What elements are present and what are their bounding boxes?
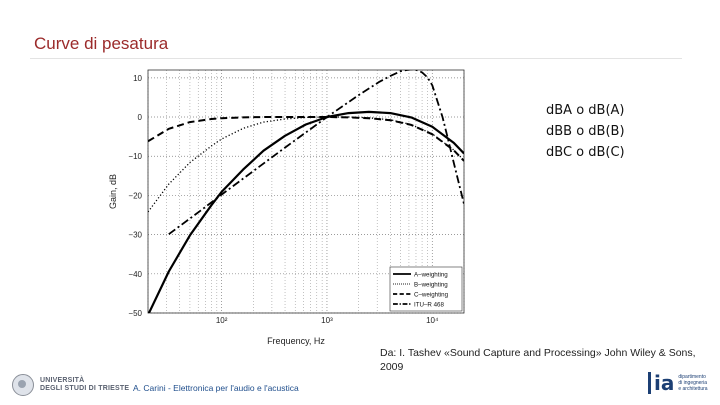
y-tick-label: −30 bbox=[128, 231, 142, 240]
weighting-chart: 10 0 −10 −20 −30 −40 −50 10² 10³ 10⁴ Frequency, Hz… bbox=[100, 62, 470, 352]
department-logo-text: dipartimento di ingegneria e architettur… bbox=[678, 374, 718, 392]
university-name-line1: UNIVERSITÀ bbox=[40, 377, 85, 384]
department-logo: ia dipartimento di ingegneria e architet… bbox=[648, 372, 718, 394]
legend-label: B–weighting bbox=[414, 282, 448, 289]
series-line-4 bbox=[168, 70, 464, 235]
note-dba: dBA o dB(A) bbox=[546, 103, 625, 118]
y-tick-label: −40 bbox=[128, 270, 142, 279]
y-tick-label: 10 bbox=[133, 74, 142, 83]
legend-label: C–weighting bbox=[414, 292, 449, 299]
legend-label: ITU–R 468 bbox=[414, 302, 444, 309]
department-logo-mark: ia bbox=[648, 372, 674, 394]
note-dbc: dBC o dB(C) bbox=[546, 145, 625, 160]
series-line-1 bbox=[148, 110, 464, 313]
department-logo-line2: di ingegneria bbox=[678, 380, 707, 386]
series-line-3 bbox=[148, 116, 464, 162]
x-axis-label: Frequency, Hz bbox=[267, 336, 325, 346]
legend-label: A–weighting bbox=[414, 272, 448, 279]
university-seal-icon bbox=[12, 374, 34, 396]
note-dbb: dBB o dB(B) bbox=[546, 124, 625, 139]
legend-box bbox=[389, 266, 463, 312]
x-tick-label: 10⁴ bbox=[426, 316, 439, 325]
department-logo-line1: dipartimento bbox=[678, 374, 706, 380]
title-divider bbox=[30, 58, 682, 59]
x-tick-label: 10³ bbox=[321, 316, 333, 325]
source-citation: Da: I. Tashev «Sound Capture and Process… bbox=[380, 347, 696, 373]
y-tick-label: 0 bbox=[138, 113, 143, 122]
x-tick-label: 10² bbox=[216, 316, 228, 325]
y-axis-label: Gain, dB bbox=[108, 174, 118, 209]
y-tick-label: −20 bbox=[128, 191, 142, 200]
university-logo: UNIVERSITÀ DEGLI STUDI DI TRIESTE bbox=[12, 374, 129, 396]
chart-svg: 10 0 −10 −20 −30 −40 −50 10² 10³ 10⁴ Frequency, Hz… bbox=[108, 69, 465, 346]
plot-frame bbox=[147, 69, 465, 314]
department-logo-line3: e architettura bbox=[678, 386, 708, 392]
slide-title: Curve di pesatura bbox=[34, 34, 169, 53]
university-name: UNIVERSITÀ DEGLI STUDI DI TRIESTE bbox=[40, 377, 129, 393]
footer-author: A. Carini - Elettronica per l'audio e l'… bbox=[133, 383, 299, 393]
y-tick-label: −50 bbox=[128, 309, 142, 318]
y-tick-label: −10 bbox=[128, 152, 142, 161]
weighting-notes: dBA o dB(A) dBB o dB(B) dBC o dB(C) bbox=[546, 100, 625, 163]
university-name-line2: DEGLI STUDI DI TRIESTE bbox=[40, 385, 130, 392]
